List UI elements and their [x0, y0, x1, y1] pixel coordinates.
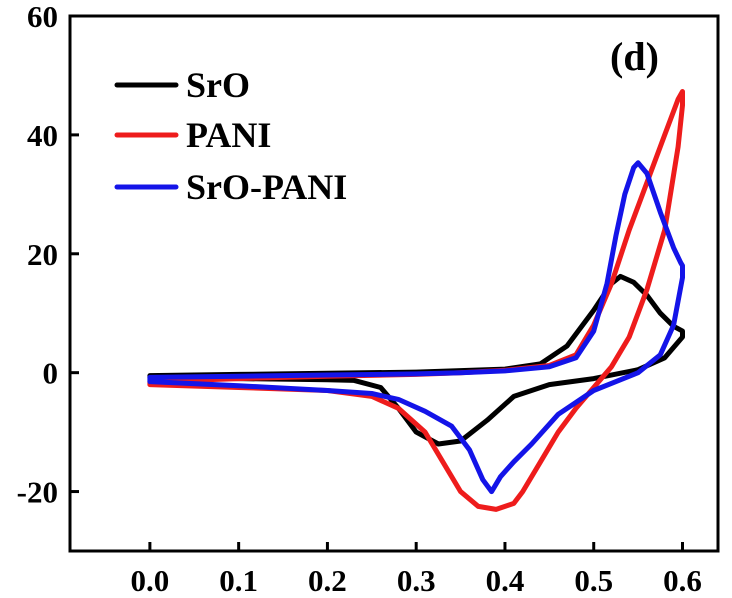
legend-label-sro: SrO [186, 65, 250, 105]
y-tick-label: 0 [43, 356, 59, 391]
x-tick-label: 0.6 [663, 563, 702, 598]
x-tick-label: 0.5 [574, 563, 613, 598]
x-tick-label: 0.3 [397, 563, 436, 598]
panel-label: (d) [610, 34, 659, 79]
legend-label-sro-pani: SrO-PANI [186, 167, 347, 207]
series-line-sro [147, 273, 685, 447]
legend: SrO PANI SrO-PANI [114, 65, 347, 207]
series-layer [147, 89, 685, 512]
y-tick-label: 40 [27, 118, 58, 153]
legend-label-pani: PANI [186, 115, 271, 155]
x-tick-label: 0.1 [219, 563, 258, 598]
series-line-sro-pani [147, 160, 685, 495]
x-tick-label: 0.2 [308, 563, 347, 598]
y-tick-label: -20 [17, 475, 58, 510]
y-tick-label: 60 [27, 0, 58, 34]
plot-frame [68, 14, 720, 553]
x-tick-label: 0.4 [486, 563, 525, 598]
ticks-layer: 0.0 0.1 0.2 0.3 0.4 0.5 0.6 -20 0 20 40 60 [17, 0, 702, 598]
y-tick-label: 20 [27, 237, 58, 272]
x-tick-label: 0.0 [131, 563, 170, 598]
